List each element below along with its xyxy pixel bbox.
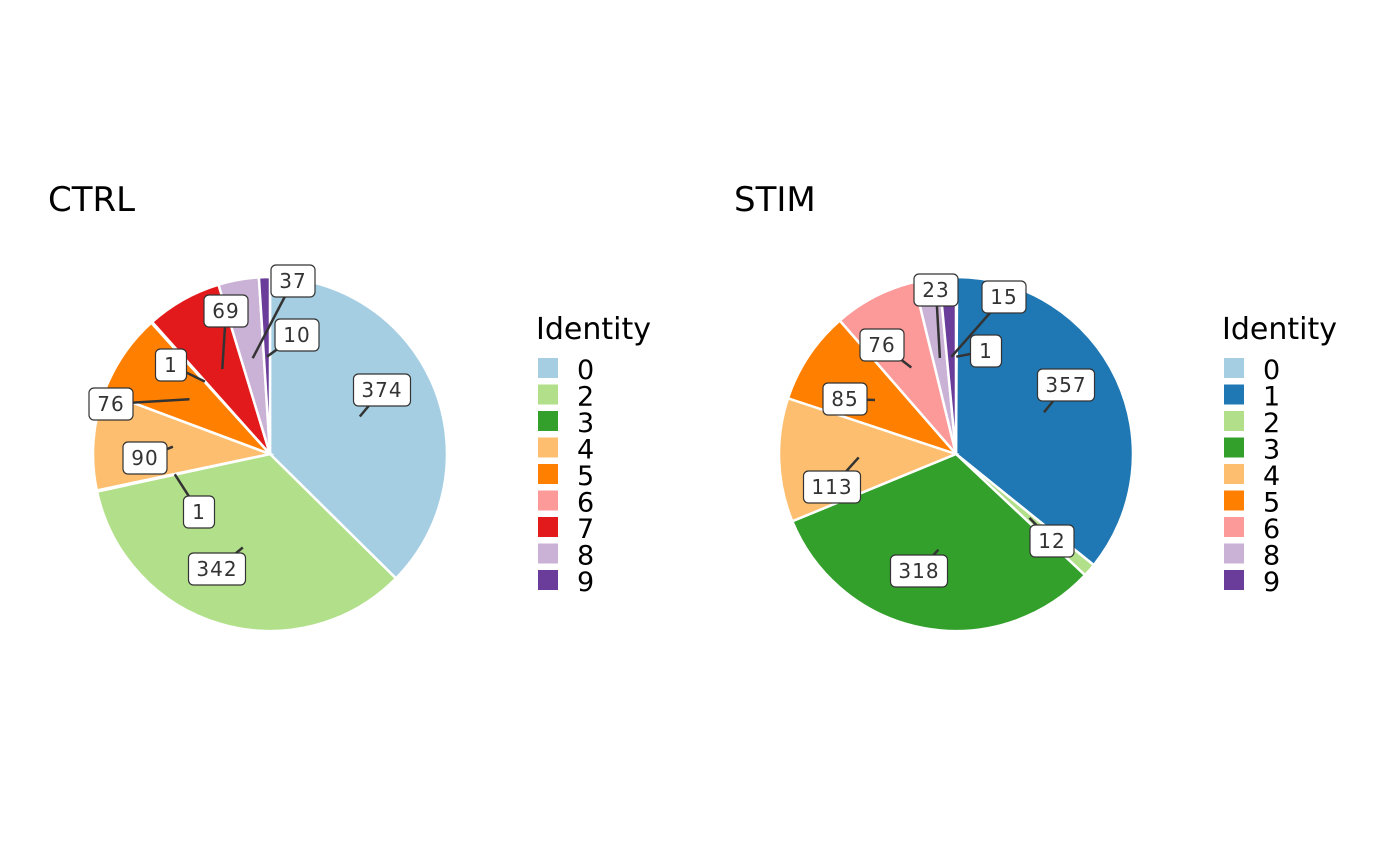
slice-label-box-9 [981, 280, 1027, 314]
legend-label-0: 0 [577, 355, 594, 386]
legend-swatch-5 [538, 464, 558, 484]
legend-label-4: 4 [577, 435, 594, 466]
slice-label-box-3 [182, 495, 216, 529]
legend-label-6: 6 [1263, 514, 1280, 545]
legend-swatch-8 [1224, 543, 1244, 564]
legend-label-5: 5 [1263, 488, 1280, 519]
legend-swatch-4 [1224, 464, 1244, 484]
slice-value-label-3: 318 [898, 559, 939, 583]
legend-label-9: 9 [577, 567, 594, 598]
slice-value-label-1: 357 [1045, 373, 1086, 397]
slice-label-box-0 [352, 373, 412, 407]
legend-label-2: 2 [577, 382, 594, 413]
slice-value-label-9: 15 [990, 285, 1017, 309]
legend-swatch-8 [538, 543, 558, 564]
legend-swatch-9 [1224, 570, 1244, 590]
slice-label-box-6 [859, 328, 905, 362]
slice-value-label-0: 1 [979, 339, 993, 363]
slice-label-box-9 [274, 318, 320, 352]
slice-value-label-9: 10 [283, 323, 310, 347]
legend-label-3: 3 [1263, 435, 1280, 466]
slice-label-box-8 [270, 264, 316, 298]
legend-label-3: 3 [577, 408, 594, 439]
pie-slice-5 [786, 318, 960, 457]
slice-value-label-4: 90 [131, 446, 158, 470]
legend-label-7: 7 [577, 514, 594, 545]
legend-swatch-6 [1224, 517, 1244, 537]
slice-value-label-8: 23 [922, 278, 949, 302]
slice-label-box-6 [154, 348, 188, 382]
legend-title: Identity [536, 312, 651, 347]
pie-slice-3 [790, 452, 1087, 633]
slice-value-label-8: 37 [279, 269, 306, 293]
legend-swatch-3 [1224, 437, 1244, 458]
slice-label-box-7 [203, 294, 249, 328]
legend-label-6: 6 [577, 488, 594, 519]
slice-value-label-5: 85 [831, 387, 858, 411]
legend-label-4: 4 [1263, 461, 1280, 492]
pie-slice-9 [257, 275, 272, 455]
slice-value-label-0: 374 [361, 378, 402, 402]
legend-label-8: 8 [577, 541, 594, 572]
slice-value-label-2: 12 [1038, 529, 1065, 553]
slice-label-box-5 [822, 382, 868, 416]
legend-swatch-2 [538, 384, 558, 405]
slice-label-box-8 [913, 273, 959, 307]
slice-value-label-7: 69 [212, 299, 239, 323]
slice-value-label-2: 342 [196, 557, 237, 581]
pie-slice-labels: 1 357 12 318 113 85 76 23 15 [802, 273, 1096, 588]
legend-swatch-1 [1224, 384, 1244, 405]
legend-swatch-7 [538, 517, 558, 537]
slice-value-label-3: 1 [192, 500, 206, 524]
legend-label-2: 2 [1263, 408, 1280, 439]
pie-slice-labels: 374 342 1 90 76 1 69 37 10 [88, 264, 412, 586]
legend-swatch-0 [1224, 358, 1244, 378]
panel-title-stim: STIM [734, 180, 816, 220]
legend-swatch-4 [538, 437, 558, 458]
slice-value-label-5: 76 [97, 392, 124, 416]
slice-value-label-4: 113 [811, 475, 852, 499]
legend-swatch-5 [1224, 490, 1244, 511]
slice-label-box-1 [1036, 368, 1096, 402]
panel-title-ctrl: CTRL [48, 180, 135, 220]
slice-value-label-6: 76 [868, 333, 895, 357]
slice-label-box-3 [889, 554, 949, 588]
legend-swatch-6 [538, 490, 558, 511]
legend-label-8: 8 [1263, 541, 1280, 572]
slice-value-label-6: 1 [164, 353, 178, 377]
pie-slice-0 [268, 275, 449, 581]
legend-label-1: 1 [1263, 382, 1280, 413]
pie-slices [777, 275, 1135, 633]
legend-label-9: 9 [1263, 567, 1280, 598]
legend-swatch-2 [1224, 411, 1244, 431]
legend-label-5: 5 [577, 461, 594, 492]
legend-swatch-9 [538, 570, 558, 590]
slice-label-box-5 [88, 387, 134, 421]
slice-label-box-0 [969, 334, 1003, 368]
legend-label-0: 0 [1263, 355, 1280, 386]
legend-title: Identity [1222, 312, 1337, 347]
slice-label-box-2 [187, 552, 247, 586]
slice-label-box-4 [802, 470, 862, 504]
slice-label-box-2 [1029, 524, 1075, 558]
pie-slice-2 [95, 452, 398, 633]
legend-swatch-3 [538, 411, 558, 431]
legend-swatch-0 [538, 358, 558, 378]
slice-label-box-4 [122, 441, 168, 475]
